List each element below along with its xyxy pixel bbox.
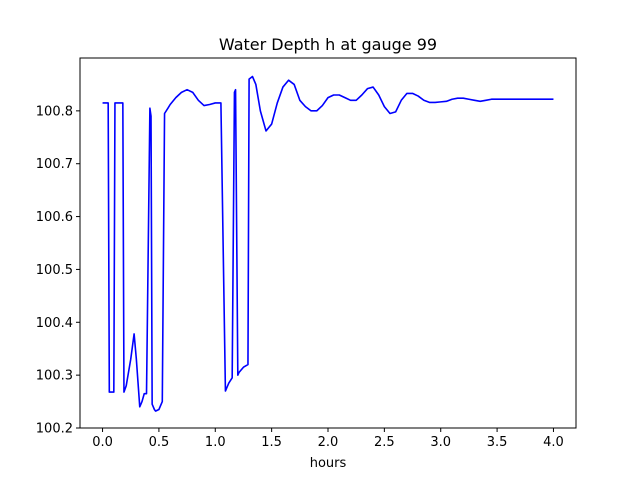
y-tick-label: 100.5 bbox=[36, 263, 73, 278]
x-axis-ticks: 0.0 0.5 1.0 1.5 2.0 2.5 3.0 3.5 4.0 bbox=[92, 428, 564, 450]
chart-title: Water Depth h at gauge 99 bbox=[219, 35, 437, 54]
plot-area bbox=[102, 75, 554, 412]
x-tick-label: 1.5 bbox=[261, 435, 282, 450]
y-tick-label: 100.7 bbox=[36, 157, 73, 172]
y-tick-label: 100.2 bbox=[36, 422, 73, 437]
x-tick-label: 3.5 bbox=[487, 435, 508, 450]
y-axis-ticks: 100.2 100.3 100.4 100.5 100.6 100.7 100.8 bbox=[36, 104, 80, 437]
x-tick-label: 4.0 bbox=[543, 435, 564, 450]
x-tick-label: 2.0 bbox=[318, 435, 339, 450]
y-tick-label: 100.6 bbox=[36, 210, 73, 225]
x-axis-label: hours bbox=[310, 456, 347, 471]
x-tick-label: 3.0 bbox=[430, 435, 451, 450]
x-tick-label: 1.0 bbox=[205, 435, 226, 450]
x-tick-label: 2.5 bbox=[374, 435, 395, 450]
x-tick-label: 0.0 bbox=[92, 435, 113, 450]
y-tick-label: 100.4 bbox=[36, 316, 73, 331]
y-tick-label: 100.8 bbox=[36, 104, 73, 119]
x-tick-label: 0.5 bbox=[149, 435, 170, 450]
series-line-0 bbox=[102, 75, 554, 412]
y-tick-label: 100.3 bbox=[36, 369, 73, 384]
